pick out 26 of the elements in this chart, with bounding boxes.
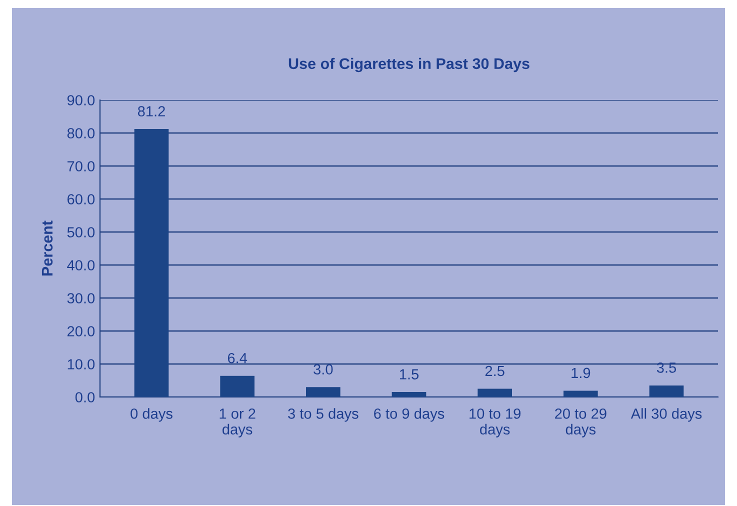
data-label: 6.4 [228,352,248,364]
y-tick-label: 40.0 [67,260,95,270]
x-tick-label: 10 to 19 days [470,408,520,438]
data-label: 3.0 [314,364,333,374]
y-tick-label: 0.0 [75,392,95,402]
data-label: 3.5 [656,362,676,373]
y-tick-label: 50.0 [67,227,95,238]
data-label: 2.5 [485,366,504,376]
y-tick-label: 90.0 [67,95,95,106]
x-tick-label: 1 or 2 days [220,408,256,438]
y-tick-label: 30.0 [67,293,95,304]
x-tick-label: 6 to 9 days [374,408,444,422]
y-tick-label: 20.0 [67,326,95,336]
data-label: 1.5 [400,369,419,380]
y-axis-title: Percent [42,220,53,276]
data-label: 81.2 [138,106,165,116]
x-tick-label: 0 days [130,408,172,422]
x-tick-label: 3 to 5 days [288,408,358,422]
y-tick-label: 80.0 [67,128,95,138]
x-tick-label: All 30 days [630,408,702,422]
y-tick-label: 10.0 [68,359,95,370]
chart-title: Use of Cigarettes in Past 30 Days [288,58,530,72]
y-tick-label: 60.0 [68,194,95,204]
x-tick-label: 20 to 29 days [555,408,606,438]
y-tick-label: 70.0 [68,161,95,172]
data-label: 1.9 [572,368,590,378]
